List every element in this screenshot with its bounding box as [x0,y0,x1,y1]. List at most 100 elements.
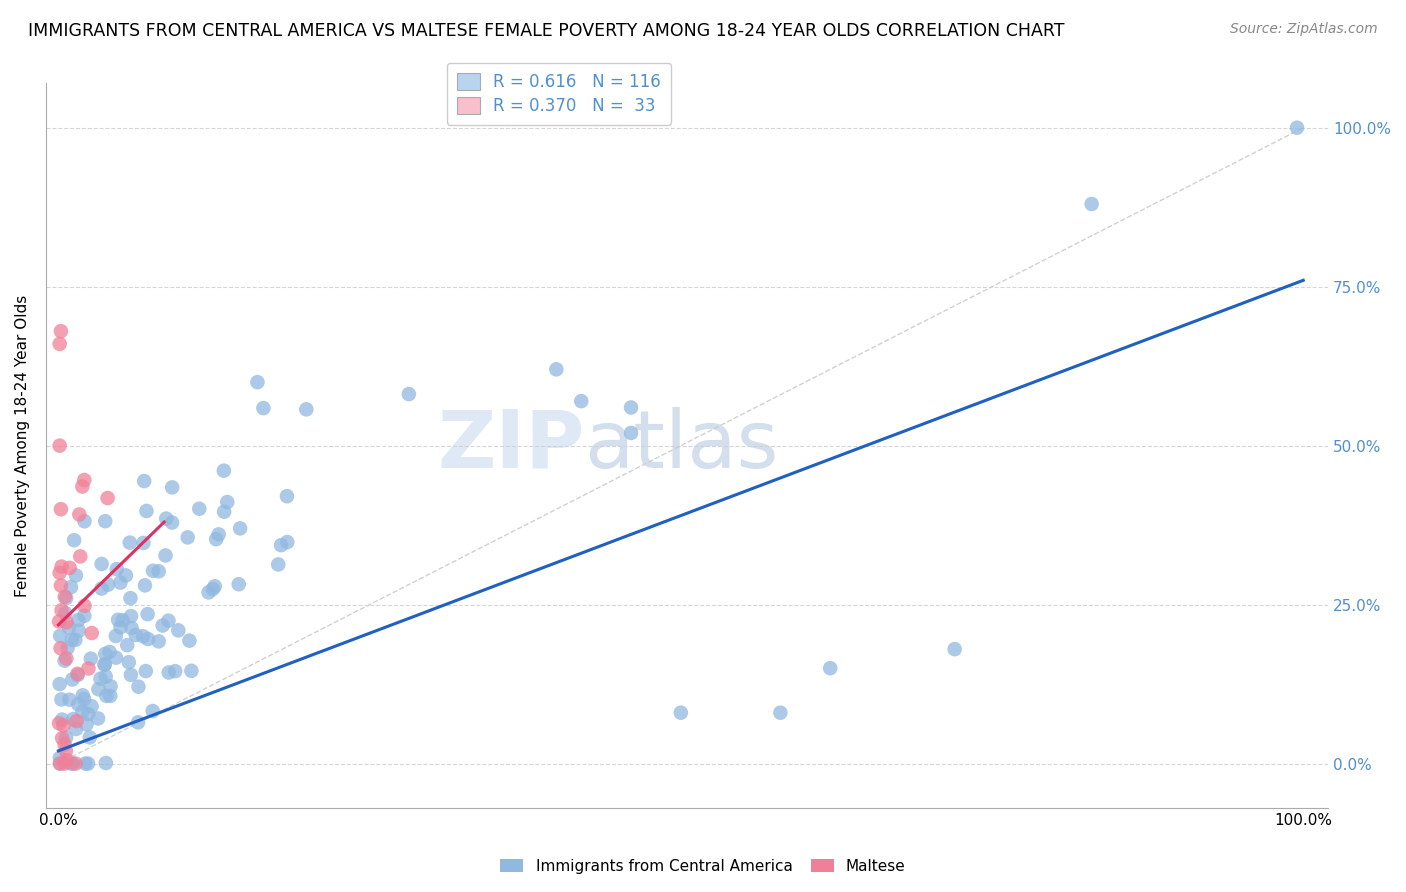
Point [120,668,142,682]
Point [75,717,97,731]
Point [118,535,141,549]
Point [51,603,73,617]
Point [107,613,129,627]
Point [90,557,112,571]
Point [51,692,73,706]
Point [65,714,87,729]
Point [104,629,127,643]
Point [152,618,174,632]
Point [94,657,117,672]
Point [204,579,226,593]
Point [201,582,224,597]
Point [135,504,157,518]
Point [48,716,70,731]
Point [53,738,76,752]
Text: IMMIGRANTS FROM CENTRAL AMERICA VS MALTESE FEMALE POVERTY AMONG 18-24 YEAR OLDS : IMMIGRANTS FROM CENTRAL AMERICA VS MALTE… [28,22,1064,40]
Point [55,744,77,758]
Point [49,629,72,643]
Point [212,464,235,478]
Point [67,698,90,712]
Point [125,628,148,642]
Point [60,632,83,647]
Point [56,640,79,655]
Legend: Immigrants from Central America, Maltese: Immigrants from Central America, Maltese [495,853,911,880]
Point [769,706,792,720]
Point [67,613,90,627]
Point [67,508,90,522]
Point [398,387,420,401]
Point [270,538,292,552]
Point [79,731,101,745]
Point [620,401,643,415]
Point [73,608,96,623]
Point [276,489,298,503]
Point [53,590,76,604]
Point [160,516,183,530]
Point [1285,120,1308,135]
Point [66,666,89,681]
Point [134,474,156,488]
Point [120,609,142,624]
Point [62,756,84,771]
Point [110,620,132,634]
Point [134,578,156,592]
Point [110,575,132,590]
Point [90,582,112,596]
Point [49,756,72,771]
Point [58,692,80,706]
Point [48,337,70,351]
Point [80,651,103,665]
Point [55,731,77,745]
Point [105,562,128,576]
Point [111,613,134,627]
Point [135,664,157,678]
Point [52,718,75,732]
Point [73,692,96,706]
Point [67,624,90,638]
Point [77,661,100,675]
Text: ZIP: ZIP [437,407,585,484]
Point [228,577,250,591]
Point [94,514,117,528]
Point [142,704,165,718]
Point [818,661,841,675]
Point [72,705,94,719]
Point [73,473,96,487]
Point [77,756,100,771]
Point [148,564,170,578]
Point [77,707,100,722]
Point [72,479,94,493]
Point [252,401,274,415]
Point [167,624,190,638]
Point [96,689,118,703]
Point [73,514,96,528]
Text: Source: ZipAtlas.com: Source: ZipAtlas.com [1230,22,1378,37]
Y-axis label: Female Poverty Among 18-24 Year Olds: Female Poverty Among 18-24 Year Olds [15,294,30,597]
Point [246,375,269,389]
Point [142,564,165,578]
Point [148,634,170,648]
Text: atlas: atlas [585,407,779,484]
Point [104,650,127,665]
Point [132,536,155,550]
Point [620,425,643,440]
Legend: R = 0.616   N = 116, R = 0.370   N =  33: R = 0.616 N = 116, R = 0.370 N = 33 [447,62,671,125]
Point [267,558,290,572]
Point [80,699,103,714]
Point [98,645,121,659]
Point [115,568,138,582]
Point [48,615,70,629]
Point [55,615,77,630]
Point [60,673,83,687]
Point [295,402,318,417]
Point [51,713,73,727]
Point [155,511,177,525]
Point [97,578,120,592]
Point [49,578,72,592]
Point [276,535,298,549]
Point [94,756,117,770]
Point [97,491,120,505]
Point [66,668,89,682]
Point [65,632,87,647]
Point [53,756,76,771]
